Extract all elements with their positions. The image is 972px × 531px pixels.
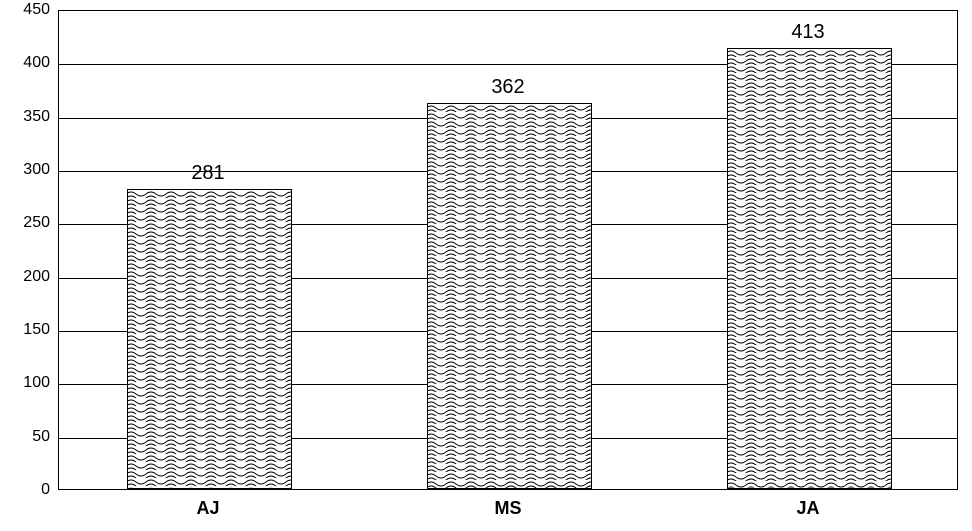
bar-value-label: 413 <box>791 21 824 44</box>
y-tick-label: 150 <box>0 321 50 339</box>
bar <box>127 189 292 489</box>
y-tick-label: 400 <box>0 54 50 72</box>
y-tick-label: 100 <box>0 374 50 392</box>
bar-chart: 0 50 100 150 200 250 300 350 400 450 281 AJ 362 MS 413… <box>0 0 972 531</box>
bar <box>727 48 892 489</box>
x-tick-label: JA <box>796 498 819 519</box>
y-tick-label: 250 <box>0 214 50 232</box>
bar <box>427 103 592 489</box>
x-tick-label: MS <box>495 498 522 519</box>
y-tick-label: 0 <box>0 481 50 499</box>
y-tick-label: 350 <box>0 108 50 126</box>
y-tick-label: 50 <box>0 428 50 446</box>
x-tick-label: AJ <box>196 498 219 519</box>
y-tick-label: 300 <box>0 161 50 179</box>
y-tick-label: 200 <box>0 268 50 286</box>
bar-value-label: 362 <box>491 76 524 99</box>
y-tick-label: 450 <box>0 1 50 19</box>
bar-value-label: 281 <box>191 162 224 185</box>
